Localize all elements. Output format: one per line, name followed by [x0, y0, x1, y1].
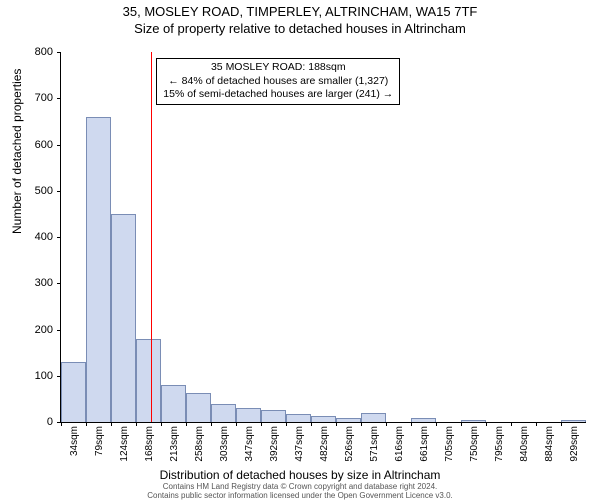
xtick-label: 34sqm	[69, 426, 80, 456]
ytick-label: 300	[23, 277, 53, 289]
x-axis-label: Distribution of detached houses by size …	[0, 468, 600, 482]
plot-box: 010020030040050060070080034sqm79sqm124sq…	[60, 52, 586, 423]
histogram-bar	[111, 214, 136, 422]
ytick-label: 500	[23, 185, 53, 197]
xtick-label: 79sqm	[94, 426, 105, 456]
xtick-label: 750sqm	[469, 426, 480, 462]
xtick-label: 168sqm	[144, 426, 155, 462]
reference-line	[151, 52, 152, 422]
y-axis-label: Number of detached properties	[10, 69, 24, 234]
xtick-label: 884sqm	[544, 426, 555, 462]
xtick-mark	[261, 422, 262, 426]
annotation-line2: ← 84% of detached houses are smaller (1,…	[163, 75, 393, 89]
xtick-label: 213sqm	[169, 426, 180, 462]
histogram-bar	[211, 404, 236, 423]
ytick-mark	[57, 98, 61, 99]
xtick-mark	[86, 422, 87, 426]
ytick-mark	[57, 191, 61, 192]
xtick-mark	[311, 422, 312, 426]
histogram-bar	[136, 339, 161, 422]
ytick-label: 600	[23, 139, 53, 151]
histogram-bar	[261, 410, 286, 422]
ytick-label: 100	[23, 370, 53, 382]
xtick-mark	[536, 422, 537, 426]
xtick-label: 526sqm	[344, 426, 355, 462]
annotation-box: 35 MOSLEY ROAD: 188sqm ← 84% of detached…	[156, 58, 400, 105]
ytick-mark	[57, 330, 61, 331]
xtick-label: 705sqm	[444, 426, 455, 462]
xtick-mark	[411, 422, 412, 426]
xtick-label: 840sqm	[519, 426, 530, 462]
xtick-label: 124sqm	[119, 426, 130, 462]
xtick-mark	[336, 422, 337, 426]
xtick-mark	[436, 422, 437, 426]
xtick-mark	[136, 422, 137, 426]
histogram-bar	[336, 418, 361, 422]
xtick-label: 303sqm	[219, 426, 230, 462]
xtick-label: 482sqm	[319, 426, 330, 462]
histogram-bar	[361, 413, 386, 422]
histogram-bar	[311, 416, 336, 422]
xtick-mark	[386, 422, 387, 426]
xtick-mark	[361, 422, 362, 426]
histogram-bar	[411, 418, 436, 422]
xtick-label: 347sqm	[244, 426, 255, 462]
xtick-label: 571sqm	[369, 426, 380, 462]
xtick-label: 795sqm	[494, 426, 505, 462]
chart-subtitle: Size of property relative to detached ho…	[0, 21, 600, 36]
histogram-bar	[86, 117, 111, 422]
histogram-bar	[561, 420, 586, 422]
xtick-label: 392sqm	[269, 426, 280, 462]
ytick-label: 400	[23, 231, 53, 243]
xtick-label: 661sqm	[419, 426, 430, 462]
xtick-mark	[511, 422, 512, 426]
xtick-mark	[211, 422, 212, 426]
xtick-mark	[186, 422, 187, 426]
xtick-mark	[61, 422, 62, 426]
ytick-label: 0	[23, 416, 53, 428]
footer-line1: Contains HM Land Registry data © Crown c…	[0, 482, 600, 492]
histogram-bar	[61, 362, 86, 422]
annotation-line3: 15% of semi-detached houses are larger (…	[163, 88, 393, 102]
xtick-mark	[236, 422, 237, 426]
histogram-bar	[186, 393, 211, 422]
xtick-mark	[161, 422, 162, 426]
xtick-label: 258sqm	[194, 426, 205, 462]
page-title: 35, MOSLEY ROAD, TIMPERLEY, ALTRINCHAM, …	[0, 4, 600, 19]
ytick-mark	[57, 145, 61, 146]
chart-area: 010020030040050060070080034sqm79sqm124sq…	[60, 52, 585, 422]
annotation-line1: 35 MOSLEY ROAD: 188sqm	[163, 61, 393, 75]
histogram-bar	[461, 420, 486, 422]
ytick-mark	[57, 237, 61, 238]
xtick-mark	[111, 422, 112, 426]
ytick-label: 800	[23, 46, 53, 58]
histogram-bar	[236, 408, 261, 422]
ytick-label: 200	[23, 324, 53, 336]
xtick-label: 437sqm	[294, 426, 305, 462]
xtick-label: 616sqm	[394, 426, 405, 462]
xtick-mark	[461, 422, 462, 426]
xtick-mark	[561, 422, 562, 426]
xtick-mark	[486, 422, 487, 426]
xtick-mark	[286, 422, 287, 426]
ytick-mark	[57, 52, 61, 53]
ytick-label: 700	[23, 92, 53, 104]
histogram-bar	[286, 414, 311, 422]
footer: Contains HM Land Registry data © Crown c…	[0, 482, 600, 501]
histogram-bar	[161, 385, 186, 422]
xtick-label: 929sqm	[569, 426, 580, 462]
ytick-mark	[57, 283, 61, 284]
